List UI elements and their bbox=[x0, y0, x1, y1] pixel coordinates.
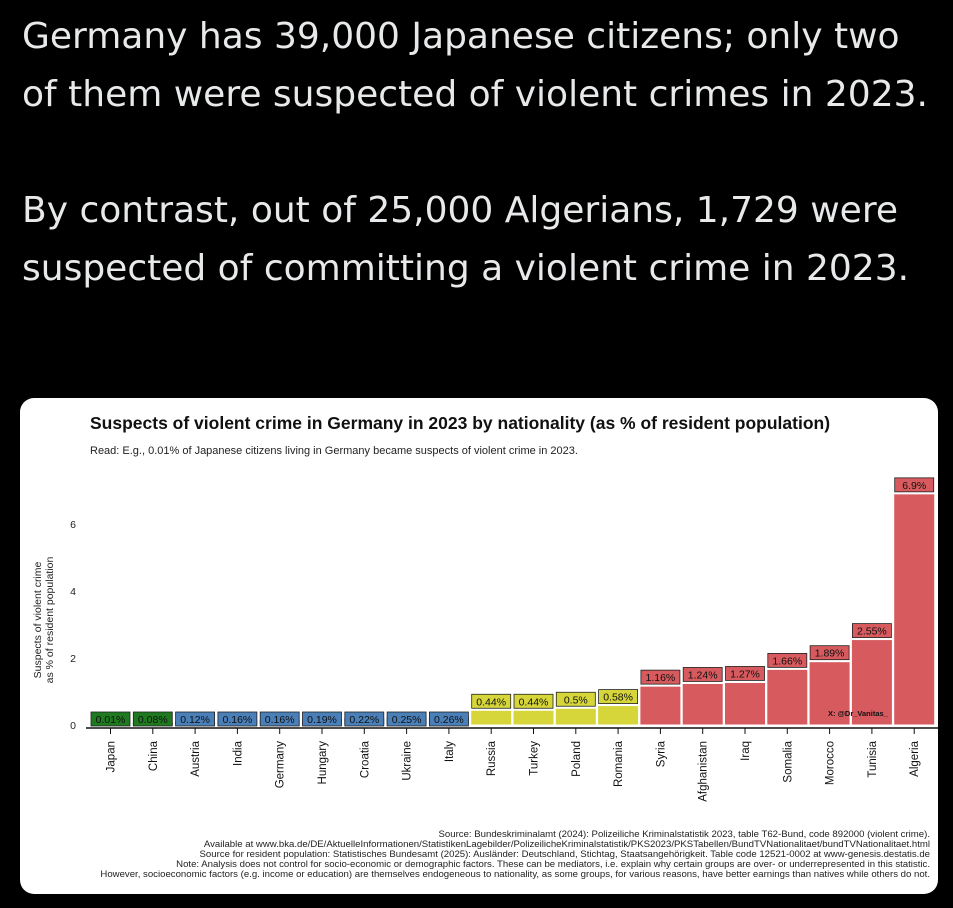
bar-turkey bbox=[512, 709, 555, 726]
data-label-syria: 1.16% bbox=[646, 672, 676, 684]
bar-algeria bbox=[893, 493, 936, 726]
bar-afghanistan bbox=[681, 682, 724, 726]
data-label-italy: 0.26% bbox=[434, 714, 464, 726]
data-label-box-morocco bbox=[809, 645, 850, 661]
x-tick-label-romania: Romania bbox=[613, 740, 625, 787]
bar-iraq bbox=[724, 681, 766, 726]
tweet-text: Germany has 39,000 Japanese citizens; on… bbox=[22, 8, 942, 298]
x-tick-label-syria: Syria bbox=[655, 740, 667, 767]
data-label-box-hungary bbox=[302, 711, 342, 727]
data-label-box-germany bbox=[259, 711, 300, 727]
data-label-box-russia bbox=[471, 693, 512, 709]
data-label-box-india bbox=[217, 711, 258, 727]
data-label-algeria: 6.9% bbox=[902, 480, 926, 492]
x-tick-label-algeria: Algeria bbox=[909, 740, 921, 776]
bar-romania bbox=[597, 705, 640, 726]
x-tick-label-poland: Poland bbox=[571, 741, 583, 777]
data-label-box-ukraine bbox=[386, 711, 427, 727]
bar-somalia bbox=[766, 668, 809, 726]
source-line-3: Source for resident population: Statisti… bbox=[199, 849, 930, 860]
x-tick-label-austria: Austria bbox=[190, 740, 202, 776]
data-label-box-poland bbox=[555, 691, 596, 707]
watermark: X: @Dr_Vanitas_ bbox=[828, 709, 889, 718]
x-tick-label-india: India bbox=[232, 740, 244, 766]
y-tick-label-2: 2 bbox=[70, 653, 76, 665]
x-tick-label-turkey: Turkey bbox=[529, 741, 541, 776]
bar-russia bbox=[470, 709, 513, 726]
x-tick-label-afghanistan: Afghanistan bbox=[698, 741, 710, 802]
data-label-ukraine: 0.25% bbox=[392, 714, 422, 726]
x-tick-label-japan: Japan bbox=[106, 741, 118, 772]
data-label-austria: 0.12% bbox=[180, 714, 210, 726]
data-label-box-china bbox=[132, 711, 173, 727]
x-tick-label-china: China bbox=[148, 740, 160, 771]
x-tick-label-italy: Italy bbox=[444, 741, 456, 762]
bar-poland bbox=[554, 707, 597, 726]
data-label-china: 0.08% bbox=[138, 714, 168, 726]
y-tick-label-6: 6 bbox=[70, 519, 76, 531]
chart-image-card[interactable]: Suspects of violent crime in Germany in … bbox=[20, 398, 938, 894]
chart-title: Suspects of violent crime in Germany in … bbox=[90, 413, 830, 433]
data-label-germany: 0.16% bbox=[265, 714, 295, 726]
data-label-afghanistan: 1.24% bbox=[688, 669, 718, 681]
data-label-hungary: 0.19% bbox=[307, 714, 337, 726]
y-axis-label-line-1: Suspects of violent crime bbox=[32, 561, 44, 678]
data-label-box-romania bbox=[598, 689, 638, 704]
bar-syria bbox=[639, 685, 682, 726]
data-label-box-iraq bbox=[725, 666, 765, 681]
tweet-paragraph-1: Germany has 39,000 Japanese citizens; on… bbox=[22, 16, 928, 115]
data-label-box-italy bbox=[428, 711, 469, 727]
source-line-2: Available at www.bka.de/DE/AktuelleInfor… bbox=[203, 839, 930, 850]
x-tick-label-tunisia: Tunisia bbox=[867, 740, 879, 777]
y-axis-label-line-2: as % of resident population bbox=[44, 557, 56, 684]
data-label-poland: 0.5% bbox=[564, 694, 588, 706]
y-tick-label-4: 4 bbox=[70, 586, 76, 598]
chart-subtitle: Read: E.g., 0.01% of Japanese citizens l… bbox=[90, 445, 578, 457]
data-label-croatia: 0.22% bbox=[349, 714, 379, 726]
data-label-box-somalia bbox=[767, 652, 808, 668]
x-tick-label-hungary: Hungary bbox=[317, 741, 329, 785]
data-label-box-syria bbox=[640, 669, 681, 685]
data-label-box-afghanistan bbox=[682, 667, 723, 682]
tweet-paragraph-2: By contrast, out of 25,000 Algerians, 1,… bbox=[22, 190, 910, 289]
x-tick-label-somalia: Somalia bbox=[782, 740, 794, 782]
data-label-russia: 0.44% bbox=[476, 696, 506, 708]
data-label-box-tunisia bbox=[852, 623, 892, 638]
x-tick-label-morocco: Morocco bbox=[825, 741, 837, 785]
source-line-5: However, socioeconomic factors (e.g. inc… bbox=[100, 869, 930, 880]
data-label-box-japan bbox=[90, 711, 131, 727]
data-label-somalia: 1.66% bbox=[772, 655, 802, 667]
data-label-tunisia: 2.55% bbox=[857, 626, 887, 638]
x-tick-label-russia: Russia bbox=[486, 740, 498, 776]
data-label-romania: 0.58% bbox=[603, 692, 633, 704]
source-line-1: Source: Bundeskriminalamt (2024): Polize… bbox=[438, 829, 930, 840]
x-tick-label-iraq: Iraq bbox=[740, 741, 752, 761]
data-label-box-turkey bbox=[513, 693, 554, 709]
data-label-japan: 0.01% bbox=[96, 714, 126, 726]
x-tick-label-ukraine: Ukraine bbox=[402, 741, 414, 781]
data-label-box-algeria bbox=[894, 477, 935, 493]
bar-tunisia bbox=[850, 639, 893, 726]
x-tick-label-croatia: Croatia bbox=[359, 740, 371, 778]
x-tick-label-germany: Germany bbox=[275, 741, 287, 789]
y-tick-label-0: 0 bbox=[70, 720, 76, 732]
bar-morocco bbox=[808, 661, 851, 726]
data-label-india: 0.16% bbox=[223, 714, 253, 726]
data-label-box-croatia bbox=[344, 711, 385, 727]
data-label-iraq: 1.27% bbox=[730, 668, 760, 680]
source-line-4: Note: Analysis does not control for soci… bbox=[176, 859, 930, 870]
bar-chart: Suspects of violent crime in Germany in … bbox=[32, 413, 938, 802]
data-label-turkey: 0.44% bbox=[519, 696, 549, 708]
data-label-box-austria bbox=[175, 711, 216, 727]
data-label-morocco: 1.89% bbox=[815, 648, 845, 660]
